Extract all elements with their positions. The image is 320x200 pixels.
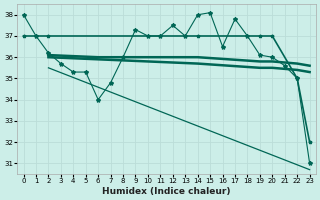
- X-axis label: Humidex (Indice chaleur): Humidex (Indice chaleur): [102, 187, 231, 196]
